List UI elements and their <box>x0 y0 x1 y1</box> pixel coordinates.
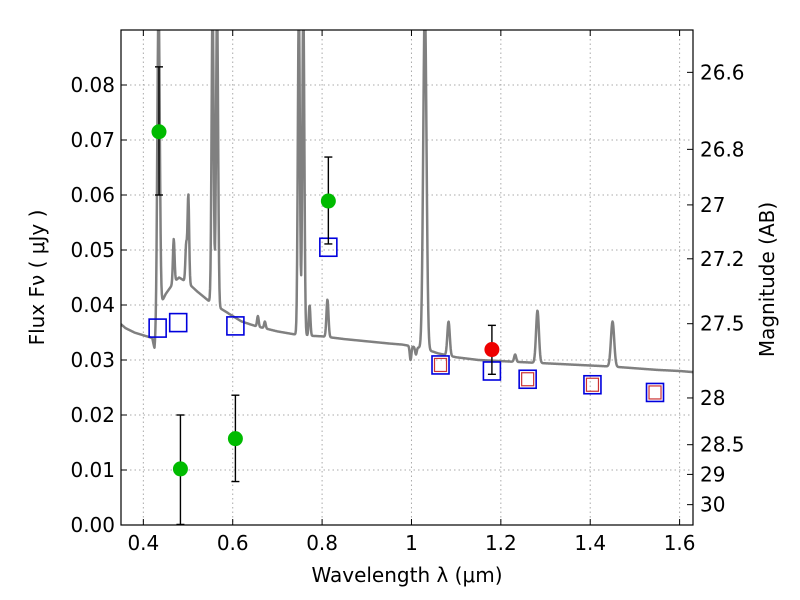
axis-ticks: 0.4 0.6 0.8 1 1.2 1.4 1.6 0.00 0.01 0.02 0.03 0.04 0… <box>70 30 745 555</box>
photometry-point <box>227 431 243 447</box>
model-band-square <box>583 374 602 395</box>
mag-tick-label: 26.8 <box>700 137 745 161</box>
model-band-square <box>168 312 188 333</box>
y-axis-label: Flux Fν ( μJy ) <box>25 210 49 346</box>
mag-tick-label: 27.5 <box>700 312 745 336</box>
y-tick-label: 0.06 <box>70 183 115 207</box>
model-band-square <box>431 355 450 375</box>
y-tick-label: 0.03 <box>70 348 115 372</box>
x-tick-label: 0.4 <box>127 531 159 555</box>
x-tick-label: 0.6 <box>217 531 249 555</box>
model-spectrum-line <box>121 30 693 374</box>
model-band-square <box>148 318 167 338</box>
x-tick-label: 1.6 <box>664 531 696 555</box>
x-axis-label: Wavelength λ (μm) <box>311 563 502 587</box>
x-tick-label: 1 <box>405 531 418 555</box>
model-band-inner-square <box>433 357 448 373</box>
model-spectrum <box>121 30 693 374</box>
y-tick-label: 0.05 <box>70 238 115 262</box>
photometry-highlight-point <box>484 342 500 358</box>
y-tick-label: 0.01 <box>70 458 115 482</box>
y-tick-label: 0.02 <box>70 403 115 427</box>
mag-tick-label: 27 <box>700 193 725 217</box>
y-tick-label: 0.08 <box>70 73 115 97</box>
y-tick-label: 0.04 <box>70 293 115 317</box>
model-band-inner-square <box>585 377 600 392</box>
model-band-inner-square <box>648 385 662 400</box>
photometry-point <box>172 461 188 477</box>
mag-tick-label: 28 <box>700 386 725 410</box>
y-tick-label: 0.00 <box>70 513 115 537</box>
photometry-point <box>320 193 336 209</box>
model-band-inner-square <box>521 372 535 387</box>
y-tick-label: 0.07 <box>70 128 115 152</box>
mag-tick-label: 28.5 <box>700 433 745 457</box>
model-band-square <box>518 369 537 390</box>
mag-tick-label: 27.2 <box>700 247 745 271</box>
photometry-point <box>151 124 167 140</box>
model-band-square <box>226 316 245 336</box>
grid-lines <box>121 30 693 526</box>
mag-tick-label: 30 <box>700 493 725 517</box>
plot-frame <box>120 29 694 526</box>
mag-tick-label: 26.6 <box>700 60 745 84</box>
x-tick-label: 1.2 <box>485 531 517 555</box>
x-tick-label: 0.8 <box>306 531 338 555</box>
mag-tick-label: 29 <box>700 462 725 486</box>
data-marks <box>148 66 665 526</box>
model-band-square <box>645 382 665 403</box>
x-tick-label: 1.4 <box>574 531 606 555</box>
y2-axis-label: Magnitude (AB) <box>755 202 779 357</box>
